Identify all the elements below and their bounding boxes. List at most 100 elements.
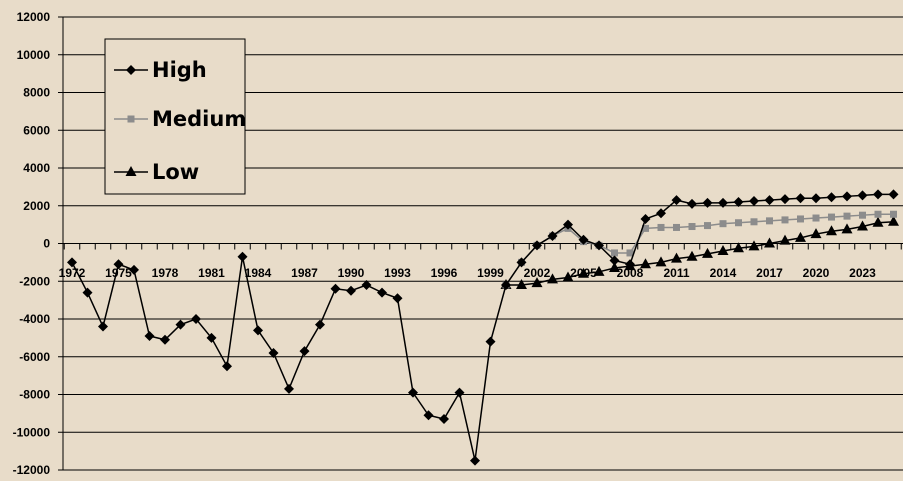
data-point-high <box>237 251 248 262</box>
x-tick-label: 1999 <box>477 266 504 280</box>
data-point-high <box>842 191 852 202</box>
y-tick-label: -12000 <box>13 463 51 476</box>
data-point-low <box>686 250 698 261</box>
data-point-high <box>485 336 496 347</box>
data-point-high <box>222 361 232 372</box>
data-point-low <box>764 237 775 248</box>
data-point-high <box>873 189 883 200</box>
data-point-high <box>206 332 217 343</box>
data-point-high <box>888 189 899 200</box>
data-point-medium <box>688 223 696 231</box>
data-point-high <box>454 387 465 398</box>
x-tick-label: 1996 <box>431 266 458 280</box>
data-point-high <box>392 293 403 304</box>
data-point-high <box>516 257 527 268</box>
y-tick-label: 4000 <box>23 161 50 175</box>
data-point-high <box>361 280 372 291</box>
data-point-high <box>733 196 744 207</box>
x-tick-label: 1972 <box>59 266 86 280</box>
legend-label-medium: Medium <box>152 107 246 131</box>
data-point-medium <box>704 222 711 230</box>
data-point-low <box>609 262 620 273</box>
y-tick-label: 6000 <box>23 123 50 137</box>
y-tick-label: -2000 <box>19 274 50 288</box>
data-point-high <box>82 287 93 298</box>
data-point-high <box>656 208 666 219</box>
y-tick-label: -8000 <box>19 388 50 402</box>
data-point-medium <box>657 223 665 231</box>
data-point-medium <box>719 220 727 228</box>
y-tick-label: 0 <box>43 237 50 251</box>
data-point-low <box>826 225 837 236</box>
data-point-low <box>671 252 682 263</box>
x-tick-label: 1981 <box>198 266 225 280</box>
data-point-high <box>191 314 201 324</box>
y-tick-label: -4000 <box>19 312 50 326</box>
data-point-low <box>857 220 868 231</box>
data-point-medium <box>874 210 882 218</box>
series-medium <box>502 210 897 289</box>
legend-label-low: Low <box>152 160 199 184</box>
data-point-high <box>532 240 542 251</box>
data-point-high <box>811 193 821 204</box>
y-tick-label: 8000 <box>23 86 50 100</box>
data-point-high <box>718 197 728 208</box>
data-point-high <box>129 264 139 275</box>
data-point-high <box>702 197 713 208</box>
data-point-high <box>423 410 434 421</box>
legend-marker-high <box>126 65 136 75</box>
legend: High Medium Low <box>104 38 246 195</box>
data-point-high <box>547 230 558 241</box>
data-point-high <box>408 387 418 398</box>
data-point-high <box>253 325 263 336</box>
data-point-high <box>330 283 341 294</box>
data-point-medium <box>735 219 742 227</box>
x-tick-label: 2011 <box>663 266 689 280</box>
data-point-high <box>67 257 77 268</box>
data-point-high <box>284 383 294 394</box>
x-tick-label: 1987 <box>291 266 318 280</box>
x-tick-label: 2023 <box>849 266 876 280</box>
series-high <box>67 189 899 466</box>
data-point-low <box>810 228 822 239</box>
data-point-high <box>640 213 651 224</box>
series-line-low <box>506 221 894 286</box>
data-point-medium <box>828 213 835 221</box>
data-point-low <box>748 240 760 251</box>
x-tick-label: 1993 <box>384 266 411 280</box>
data-point-high <box>160 334 170 345</box>
data-point-high <box>268 347 279 358</box>
y-tick-label: 12000 <box>17 10 51 24</box>
data-point-low <box>640 258 651 269</box>
data-point-medium <box>673 223 680 231</box>
data-point-medium <box>812 214 820 222</box>
data-point-low <box>593 265 605 276</box>
x-tick-label: 2020 <box>803 266 830 280</box>
data-point-high <box>377 287 387 298</box>
data-point-high <box>578 234 589 245</box>
x-tick-label: 1975 <box>105 266 132 280</box>
data-point-high <box>144 330 155 341</box>
y-tick-label: 10000 <box>17 48 51 62</box>
data-point-low <box>562 271 574 282</box>
data-point-high <box>857 190 868 201</box>
x-tick-label: 2014 <box>710 266 737 280</box>
data-point-medium <box>890 210 897 218</box>
data-point-medium <box>750 218 758 226</box>
y-tick-label: -10000 <box>13 425 51 439</box>
data-point-high <box>563 219 573 230</box>
x-tick-label: 2017 <box>756 266 783 280</box>
data-point-high <box>625 259 635 270</box>
data-point-low <box>516 279 527 290</box>
data-point-low <box>531 277 543 288</box>
data-point-low <box>779 234 791 245</box>
data-point-high <box>98 321 108 332</box>
legend-marker-low <box>125 166 137 176</box>
data-point-medium <box>859 211 866 219</box>
data-point-high <box>795 193 806 204</box>
series-lines <box>67 189 899 466</box>
data-point-medium <box>642 224 649 232</box>
data-point-high <box>346 285 356 296</box>
